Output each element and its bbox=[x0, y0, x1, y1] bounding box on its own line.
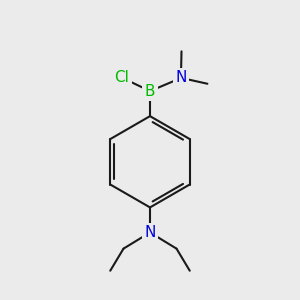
Text: B: B bbox=[145, 84, 155, 99]
Text: N: N bbox=[175, 70, 187, 86]
Text: Cl: Cl bbox=[115, 70, 130, 86]
Text: N: N bbox=[144, 225, 156, 240]
